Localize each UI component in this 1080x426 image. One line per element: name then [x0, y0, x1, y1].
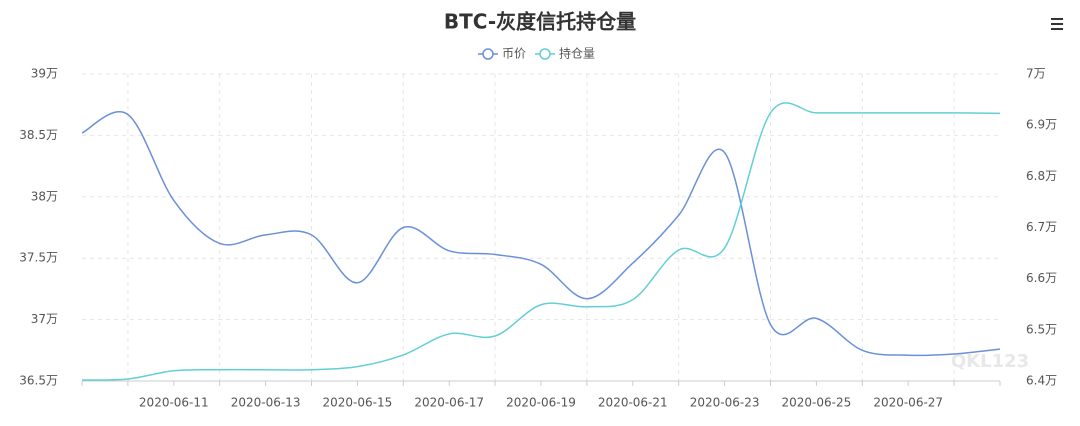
y2-tick-label: 6.7万 [1026, 220, 1057, 234]
y2-tick-label: 6.9万 [1026, 118, 1057, 132]
y-tick-label: 37.5万 [19, 251, 58, 265]
x-tick-label: 2020-06-25 [782, 396, 852, 410]
y-tick-label: 38.5万 [19, 128, 58, 142]
x-tick-label: 2020-06-27 [873, 396, 943, 410]
series-line [81, 102, 1001, 381]
legend-label: 持仓量 [559, 46, 595, 61]
y-tick-label: 39万 [31, 67, 58, 81]
series-line [81, 111, 1001, 357]
x-tick-label: 2020-06-23 [690, 396, 760, 410]
watermark: QKL123 [951, 351, 1029, 372]
y2-tick-label: 7万 [1026, 67, 1046, 81]
x-tick-label: 2020-06-11 [139, 396, 209, 410]
y2-tick-label: 6.8万 [1026, 169, 1057, 183]
x-tick-label: 2020-06-13 [231, 396, 301, 410]
y2-tick-label: 6.5万 [1026, 322, 1057, 336]
x-tick-label: 2020-06-21 [598, 396, 668, 410]
y-tick-label: 36.5万 [19, 374, 58, 388]
legend-label: 币价 [502, 47, 526, 61]
x-tick-label: 2020-06-17 [414, 396, 484, 410]
y-tick-label: 38万 [31, 189, 58, 203]
y2-tick-label: 6.4万 [1026, 374, 1057, 388]
legend-item[interactable]: 持仓量 [535, 46, 595, 61]
y-tick-label: 37万 [31, 312, 58, 326]
legend-item[interactable]: 币价 [478, 47, 526, 61]
x-tick-label: 2020-06-19 [506, 396, 576, 410]
y2-tick-label: 6.6万 [1026, 271, 1057, 285]
menu-icon[interactable] [1051, 18, 1063, 30]
legend-symbol [539, 48, 551, 60]
chart-title: BTC-灰度信托持仓量 [444, 10, 636, 34]
legend-symbol [482, 48, 494, 60]
x-tick-label: 2020-06-15 [323, 396, 393, 410]
